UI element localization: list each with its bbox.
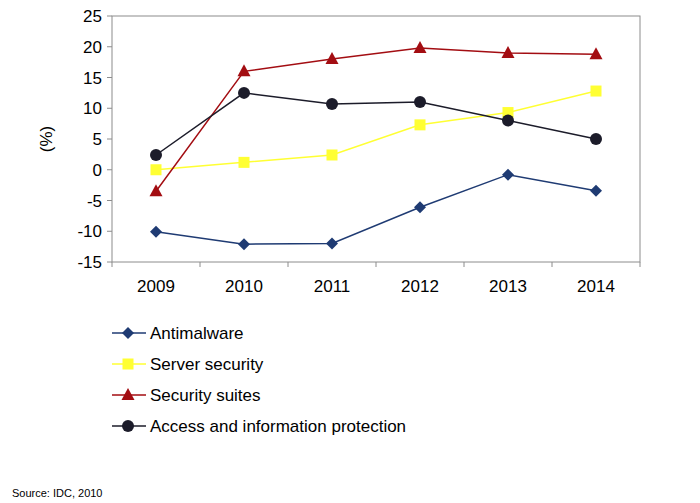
source-note: Source: IDC, 2010	[12, 487, 103, 499]
data-point	[326, 98, 338, 110]
legend-marker	[123, 359, 134, 370]
y-tick-label: 0	[93, 161, 102, 180]
data-point	[591, 86, 602, 97]
data-point	[238, 238, 250, 250]
y-tick-label: 5	[93, 130, 102, 149]
x-tick-label: 2010	[225, 277, 263, 296]
x-tick	[200, 262, 201, 267]
y-tick-label: 15	[83, 69, 102, 88]
y-tick-label: -15	[77, 253, 102, 272]
y-tick	[107, 139, 112, 140]
y-axis-label: (%)	[37, 126, 56, 152]
data-point	[326, 52, 339, 64]
x-tick	[112, 262, 113, 267]
x-tick	[464, 262, 465, 267]
y-tick-label: 25	[83, 7, 102, 26]
x-tick	[376, 262, 377, 267]
data-point	[414, 41, 427, 53]
x-tick-label: 2011	[314, 277, 351, 296]
plot-frame	[112, 16, 640, 262]
y-tick	[107, 108, 112, 109]
y-tick-label: -10	[77, 222, 102, 241]
data-point	[150, 149, 162, 161]
legend-label: Server security	[150, 355, 264, 374]
y-tick	[107, 231, 112, 232]
x-tick-label: 2014	[577, 277, 615, 296]
data-point	[414, 96, 426, 108]
plot-area	[150, 41, 603, 250]
y-tick-label: -5	[87, 192, 102, 211]
data-point	[502, 169, 514, 181]
data-point	[414, 201, 426, 213]
legend-label: Access and information protection	[150, 417, 406, 436]
chart: -15 -10 -5 0 5 10 15 20 25 (%) 2009 2010 2011 2012 201…	[0, 0, 700, 503]
data-point	[590, 185, 602, 197]
data-point	[415, 119, 426, 130]
data-point	[590, 47, 603, 59]
series-line	[156, 48, 596, 191]
y-tick	[107, 200, 112, 201]
data-point	[238, 87, 250, 99]
legend-marker	[122, 327, 134, 339]
y-tick	[107, 262, 112, 263]
data-point	[150, 184, 163, 196]
data-point	[326, 238, 338, 250]
legend-label: Security suites	[150, 386, 261, 405]
x-tick	[552, 262, 553, 267]
data-point	[239, 157, 250, 168]
y-tick-label: 20	[83, 38, 102, 57]
y-tick	[107, 77, 112, 78]
data-point	[151, 164, 162, 175]
x-tick	[640, 262, 641, 267]
data-point	[150, 226, 162, 238]
legend-label: Antimalware	[150, 324, 244, 343]
y-tick	[107, 46, 112, 47]
y-tick	[107, 16, 112, 17]
data-point	[590, 133, 602, 145]
legend-marker	[122, 420, 134, 432]
series-line	[156, 93, 596, 155]
series-line	[156, 91, 596, 170]
x-tick	[288, 262, 289, 267]
data-point	[238, 64, 251, 76]
x-tick-label: 2009	[137, 277, 175, 296]
y-tick	[107, 169, 112, 170]
x-tick-label: 2012	[401, 277, 439, 296]
chart-root: -15 -10 -5 0 5 10 15 20 25 (%) 2009 2010 2011 2012 201…	[0, 0, 700, 503]
data-point	[502, 115, 514, 127]
data-point	[502, 46, 515, 58]
data-point	[327, 149, 338, 160]
series-line	[156, 175, 596, 244]
x-tick-label: 2013	[489, 277, 527, 296]
y-tick-label: 10	[83, 99, 102, 118]
legend-marker	[122, 388, 135, 400]
